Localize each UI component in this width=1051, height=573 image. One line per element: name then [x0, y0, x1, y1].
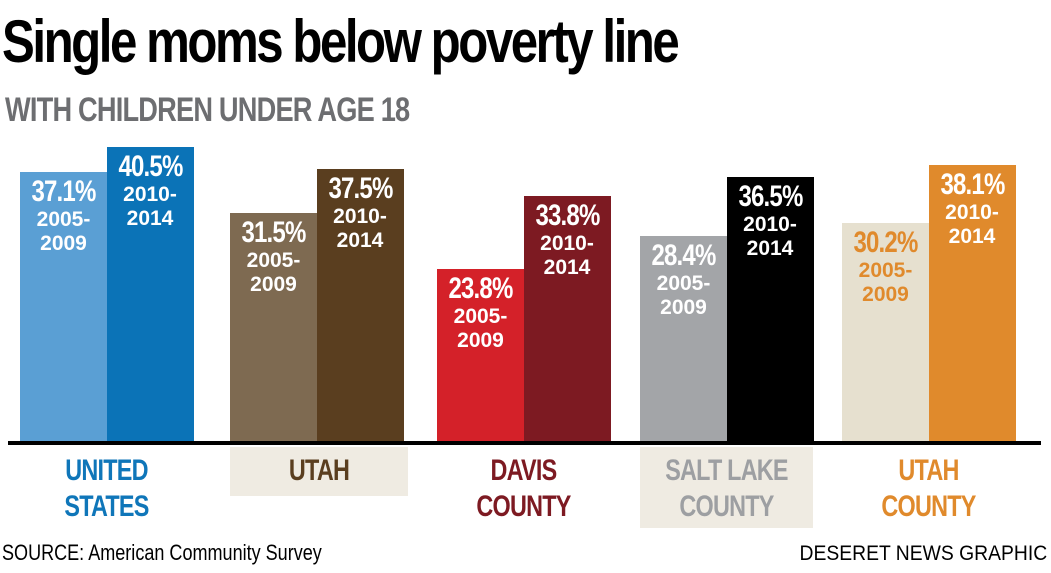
bar-value-label: 37.5%	[327, 172, 393, 206]
bar-value-label: 40.5%	[117, 150, 183, 184]
bar-value-label: 33.8%	[534, 199, 600, 233]
bar-period-label: 2005- 2009	[858, 258, 913, 306]
category-label-united-states: UNITED STATES	[10, 447, 203, 523]
bar-period-label: 2010- 2014	[333, 205, 387, 253]
source-note: SOURCE: American Community Survey	[2, 540, 322, 565]
bar-period-label: 2010- 2014	[743, 212, 797, 260]
bar-value-label: 23.8%	[448, 272, 513, 306]
category-label-text: SALT LAKE COUNTY	[665, 454, 788, 523]
chart-subtitle: WITH CHILDREN UNDER AGE 18	[5, 91, 410, 129]
bar-salt-lake-county-2010-2014: 36.5% 2010- 2014	[726, 176, 814, 443]
bar-value-label: 28.4%	[651, 238, 716, 272]
bar-united-states-2010-2014: 40.5% 2010- 2014	[106, 147, 194, 443]
category-label-utah: UTAH	[230, 447, 408, 496]
category-label-utah-county: UTAH COUNTY	[842, 447, 1015, 523]
category-label-text: UTAH	[288, 454, 350, 487]
credit-line: DESERET NEWS GRAPHIC	[799, 542, 1047, 565]
category-label-davis-county: DAVIS COUNTY	[437, 447, 610, 523]
bar-value-label: 30.2%	[853, 225, 918, 259]
bar-period-label: 2005- 2009	[36, 208, 91, 256]
bar-value-label: 37.1%	[31, 175, 96, 209]
bar-period-label: 2010- 2014	[540, 232, 594, 280]
bar-davis-county-2005-2009: 23.8% 2005- 2009	[437, 269, 524, 443]
bar-united-states-2005-2009: 37.1% 2005- 2009	[20, 172, 107, 443]
bar-period-label: 2005- 2009	[656, 271, 711, 319]
bar-value-label: 38.1%	[939, 167, 1005, 201]
bar-utah-county-2005-2009: 30.2% 2005- 2009	[842, 222, 929, 443]
bar-period-label: 2005- 2009	[246, 249, 301, 297]
bar-utah-county-2010-2014: 38.1% 2010- 2014	[928, 164, 1016, 443]
bar-value-label: 31.5%	[241, 216, 306, 250]
category-label-text: UNITED STATES	[64, 454, 149, 523]
bar-utah-2010-2014: 37.5% 2010- 2014	[316, 169, 404, 443]
bar-salt-lake-county-2005-2009: 28.4% 2005- 2009	[640, 235, 727, 443]
bar-period-label: 2010- 2014	[945, 200, 999, 248]
category-label-salt-lake-county: SALT LAKE COUNTY	[640, 447, 813, 528]
category-label-text: UTAH COUNTY	[881, 454, 976, 523]
chart-title: Single moms below poverty line	[2, 8, 680, 75]
bar-davis-county-2010-2014: 33.8% 2010- 2014	[523, 196, 611, 443]
category-label-text: DAVIS COUNTY	[476, 454, 571, 523]
bar-period-label: 2005- 2009	[453, 305, 508, 353]
bar-value-label: 36.5%	[737, 179, 803, 213]
x-axis-baseline	[8, 441, 1041, 445]
bar-utah-2005-2009: 31.5% 2005- 2009	[230, 213, 317, 443]
bar-period-label: 2010- 2014	[123, 183, 177, 231]
